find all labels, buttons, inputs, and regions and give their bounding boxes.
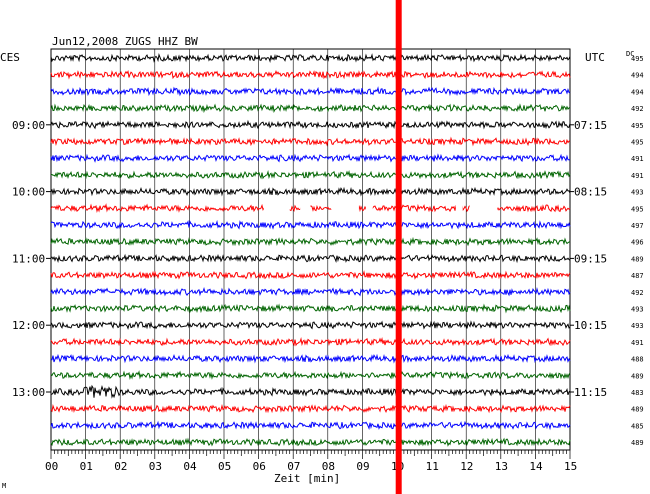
left-hour-label-0: 09:00 (12, 119, 45, 132)
chart-title: Jun12,2008 ZUGS HHZ BW (52, 35, 198, 48)
dc-value-0: 495 (631, 55, 644, 63)
right-hour-label-1: 08:15 (574, 186, 607, 199)
x-tick-label-02: 02 (114, 460, 127, 473)
dc-value-17: 491 (631, 339, 644, 347)
trace-14 (50, 287, 571, 297)
seismic-traces: 495 494 494 492 495 495 491 491 493 495 497 496 489 4… (50, 52, 644, 447)
trace-19 (50, 370, 571, 381)
dc-value-13: 487 (631, 272, 644, 280)
x-tick-label-11: 11 (426, 460, 439, 473)
right-hour-label-2: 09:15 (574, 252, 607, 265)
left-hour-label-3: 12:00 (12, 319, 45, 332)
gap-0 (263, 202, 290, 215)
dc-value-8: 493 (631, 189, 644, 197)
dc-value-21: 489 (631, 406, 644, 414)
x-tick-label-01: 01 (80, 460, 93, 473)
dc-value-7: 491 (631, 172, 644, 180)
dc-value-4: 495 (631, 122, 644, 130)
right-hour-label-4: 11:15 (574, 386, 607, 399)
trace-15 (50, 303, 571, 314)
gap-5 (469, 202, 498, 215)
dc-value-23: 489 (631, 439, 644, 447)
trace-5 (50, 136, 571, 147)
trace-13 (50, 270, 571, 280)
right-hour-label-3: 10:15 (574, 319, 607, 332)
x-tick-label-14: 14 (529, 460, 543, 473)
x-tick-label-00: 00 (45, 460, 58, 473)
trace-20 (50, 384, 571, 399)
axis-labels: 09:00 10:00 11:00 12:00 13:00 07:15 08:15 09:15… (12, 119, 607, 399)
gap-4 (455, 202, 463, 215)
dc-value-5: 495 (631, 139, 644, 147)
left-hour-label-1: 10:00 (12, 186, 45, 199)
dc-value-1: 494 (631, 72, 644, 80)
dc-value-10: 497 (631, 222, 644, 230)
trace-4 (50, 119, 571, 130)
right-axis-label: UTC (585, 51, 605, 64)
trace-16 (50, 320, 571, 330)
trace-10 (50, 219, 571, 230)
trace-0 (50, 52, 571, 63)
left-hour-label-2: 11:00 (12, 252, 45, 265)
gap-2 (331, 202, 359, 215)
trace-23 (50, 437, 571, 447)
dc-label: DC (626, 50, 634, 58)
left-hour-label-4: 13:00 (12, 386, 45, 399)
trace-3 (50, 103, 571, 114)
dc-value-20: 483 (631, 389, 644, 397)
x-tick-label-08: 08 (322, 460, 335, 473)
trace-21 (50, 403, 571, 414)
dc-value-15: 493 (631, 306, 644, 314)
right-hour-label-0: 07:15 (574, 119, 607, 132)
dc-value-3: 492 (631, 105, 644, 113)
dc-value-2: 494 (631, 88, 644, 96)
dc-value-14: 492 (631, 289, 644, 297)
trace-1 (50, 70, 571, 80)
trace-6 (50, 153, 571, 163)
corner-mark: M (2, 482, 6, 490)
x-tick-label-09: 09 (356, 460, 369, 473)
dc-value-22: 485 (631, 422, 644, 430)
x-tick-label-13: 13 (495, 460, 508, 473)
x-tick-label-04: 04 (183, 460, 197, 473)
x-tick-label-15: 15 (564, 460, 577, 473)
x-axis-label: Zeit [min] (274, 472, 340, 485)
x-axis: 00010203040506070809101112131415 (45, 450, 577, 473)
dc-value-12: 489 (631, 255, 644, 263)
dc-value-9: 495 (631, 205, 644, 213)
marker-line (395, 0, 402, 494)
trace-17 (50, 337, 571, 347)
left-axis-label: CES (0, 51, 20, 64)
trace-7 (51, 170, 571, 180)
gap-3 (365, 202, 373, 215)
x-tick-label-12: 12 (460, 460, 473, 473)
trace-12 (50, 253, 571, 264)
trace-18 (51, 353, 571, 364)
time-marker (395, 0, 402, 494)
dc-value-6: 491 (631, 155, 644, 163)
trace-8 (50, 186, 571, 197)
dc-value-19: 489 (631, 372, 644, 380)
data-gaps (263, 202, 498, 215)
x-tick-label-05: 05 (218, 460, 231, 473)
trace-2 (50, 86, 571, 97)
trace-11 (50, 236, 571, 247)
dc-value-16: 493 (631, 322, 644, 330)
trace-22 (50, 420, 571, 431)
x-tick-label-07: 07 (287, 460, 300, 473)
dc-value-11: 496 (631, 239, 644, 247)
gap-1 (300, 202, 311, 215)
x-tick-label-06: 06 (253, 460, 266, 473)
x-tick-label-03: 03 (149, 460, 162, 473)
dc-value-18: 488 (631, 356, 644, 364)
